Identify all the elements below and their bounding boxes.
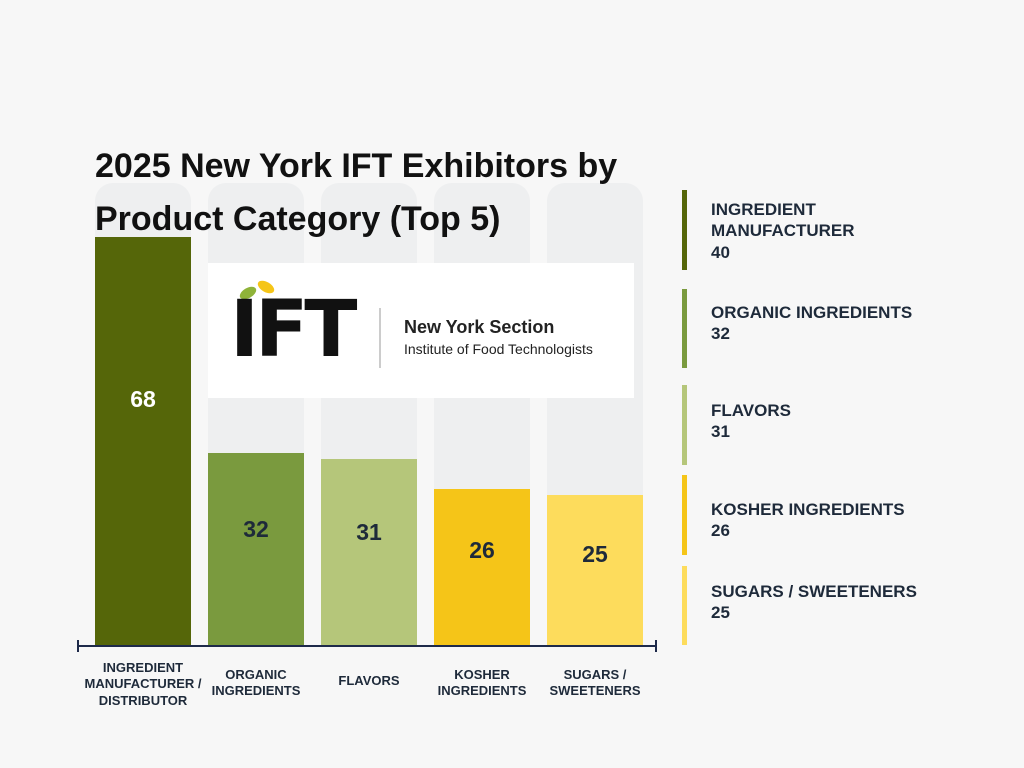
bar bbox=[434, 489, 530, 645]
logo-mark: IFT bbox=[230, 285, 358, 375]
legend-value: 40 bbox=[711, 242, 730, 262]
legend-value: 26 bbox=[711, 521, 730, 541]
logo-title: New York Section bbox=[404, 317, 555, 337]
value-label: 68 bbox=[130, 386, 156, 413]
legend-label: KOSHER INGREDIENTS bbox=[711, 500, 905, 519]
legend-swatch bbox=[682, 475, 687, 555]
legend-entry: SUGARS / SWEETENERS 25 bbox=[711, 581, 951, 624]
bar bbox=[95, 237, 191, 645]
x-tick-label: ORGANIC INGREDIENTS bbox=[211, 667, 301, 699]
legend-entry: FLAVORS 31 bbox=[711, 400, 951, 443]
legend-value: 25 bbox=[711, 603, 730, 623]
logo-decoration bbox=[239, 280, 381, 368]
value-label: 25 bbox=[582, 541, 608, 567]
legend-value: 31 bbox=[711, 422, 730, 442]
x-tick-label: INGREDIENT MANUFACTURER / DISTRIBUTOR bbox=[84, 660, 202, 708]
value-label: 26 bbox=[469, 537, 495, 564]
logo-subtitle: Institute of Food Technologists bbox=[404, 341, 593, 357]
legend-swatch bbox=[682, 566, 687, 645]
x-tick-label: FLAVORS bbox=[338, 673, 400, 688]
legend-swatch bbox=[682, 289, 687, 368]
legend-swatch bbox=[682, 385, 687, 465]
legend-entry: ORGANIC INGREDIENTS 32 bbox=[711, 302, 951, 345]
legend-label: FLAVORS bbox=[711, 401, 791, 420]
legend-label: SUGARS / SWEETENERS bbox=[711, 582, 917, 601]
bar bbox=[208, 453, 304, 645]
logo: IFT New York Section Institute of Food T… bbox=[208, 263, 634, 398]
legend-value: 32 bbox=[711, 324, 730, 344]
bar bbox=[321, 459, 417, 645]
legend-entry: INGREDIENT MANUFACTURER 40 bbox=[711, 199, 951, 263]
x-tick-label: KOSHER INGREDIENTS bbox=[437, 667, 527, 699]
legend-swatch bbox=[682, 190, 687, 270]
x-tick-label: SUGARS / SWEETENERS bbox=[549, 667, 641, 699]
legend-label: ORGANIC INGREDIENTS bbox=[711, 303, 913, 322]
legend-entry: KOSHER INGREDIENTS 26 bbox=[711, 499, 951, 542]
value-label: 31 bbox=[356, 519, 382, 546]
legend-label: INGREDIENT MANUFACTURER bbox=[711, 200, 855, 241]
bar bbox=[547, 495, 643, 645]
value-label: 32 bbox=[243, 515, 269, 542]
chart-title: 2025 New York IFT Exhibitors by Product … bbox=[95, 147, 618, 238]
